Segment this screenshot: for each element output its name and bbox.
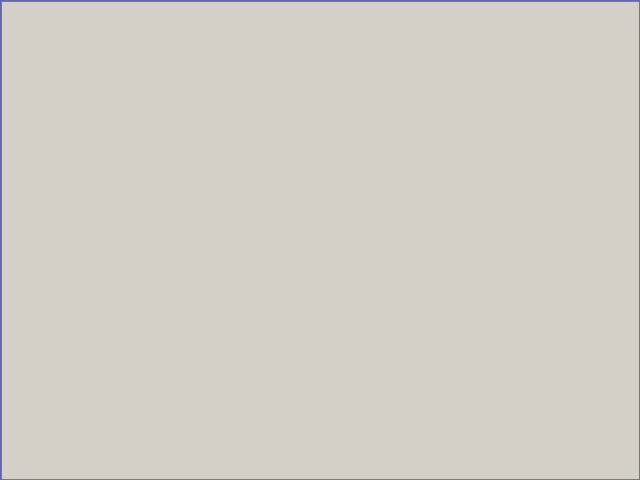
Bar [210, 68, 640, 126]
Text: Pine AFCBP1 (ID 10697784) idle: Pine AFCBP1 (ID 10697784) idle [30, 430, 186, 440]
Bar [210, 170, 640, 186]
Bar [294, 142, 341, 156]
Bar [210, 68, 640, 480]
Bar [210, 394, 640, 410]
Bar [210, 266, 640, 282]
Bar [210, 202, 640, 218]
Text: Connection: Connection [353, 143, 404, 152]
Text: 11: 11 [363, 460, 375, 470]
Text: Instrument information: Instrument information [216, 157, 329, 167]
Text: NIDAQ ISA AT-MIO-16E-10: NIDAQ ISA AT-MIO-16E-10 [363, 300, 488, 310]
Text: Name:: Name: [215, 188, 247, 198]
Bar [210, 362, 640, 378]
Bar [210, 458, 640, 474]
Text: Make:: Make: [215, 204, 244, 214]
Text: ◄ ⌂ ⌂ ▣ ▤ ►▤▤ ✦ ▶▤: ◄ ⌂ ⌂ ▣ ▤ ►▤▤ ✦ ▶▤ [6, 40, 117, 50]
Text: Channel 1:: Channel 1: [215, 396, 274, 406]
Bar [210, 378, 640, 394]
Text: ⊟: ⊟ [5, 412, 12, 421]
Text: Connection type:: Connection type: [215, 300, 298, 310]
Text: ▲: ▲ [5, 383, 13, 393]
Text: Instrument type:: Instrument type: [215, 284, 297, 294]
Bar [210, 330, 640, 346]
Text: Firmware version:: Firmware version: [215, 252, 302, 262]
Bar [210, 298, 640, 314]
Text: File: File [8, 20, 26, 30]
Bar [222, 76, 232, 102]
Bar [210, 282, 640, 298]
Text: Device: Device [300, 143, 334, 152]
Text: Instrument idle: Instrument idle [363, 332, 438, 342]
Text: Pine: Pine [363, 204, 384, 214]
Bar [0, 36, 640, 62]
Bar [0, 18, 640, 36]
Bar [210, 346, 640, 362]
Text: My Profile: My Profile [18, 400, 66, 410]
Text: 2.02: 2.02 [363, 252, 385, 262]
Text: AfterMath: AfterMath [6, 1, 70, 11]
Bar [210, 186, 640, 202]
Bar [0, 68, 210, 480]
Bar [0, 0, 640, 18]
Bar [210, 218, 640, 234]
Bar [210, 156, 640, 170]
Text: Instruments: Instruments [18, 415, 77, 425]
Bar [249, 142, 293, 156]
Bar [210, 314, 640, 330]
Text: There should be 3 DMA channels: There should be 3 DMA channels [490, 310, 640, 323]
Text: Idle: Idle [223, 143, 239, 152]
Text: –: – [622, 1, 628, 11]
Bar [342, 142, 417, 156]
Bar [214, 142, 248, 156]
Text: Instrument status: Instrument status [240, 80, 388, 98]
Bar [210, 156, 212, 170]
Text: 6: 6 [363, 396, 369, 406]
Text: IRQ 0:: IRQ 0: [215, 460, 251, 470]
Text: AFCBP1: AFCBP1 [363, 220, 401, 230]
Text: 5: 5 [363, 380, 369, 390]
Text: Instrument state:: Instrument state: [215, 332, 300, 342]
Bar [0, 62, 640, 68]
Text: Channel 2:: Channel 2: [215, 412, 274, 422]
Bar [210, 442, 640, 458]
Text: 7: 7 [363, 412, 369, 422]
Text: IRQ levels:: IRQ levels: [215, 428, 267, 438]
Wedge shape [222, 97, 232, 102]
Text: Pine AFCBP1 (ID 10697784): Pine AFCBP1 (ID 10697784) [363, 188, 499, 198]
Text: Queue: Queue [256, 143, 286, 152]
Bar [210, 426, 640, 442]
Bar [210, 474, 640, 480]
Text: DMA channels:: DMA channels: [215, 364, 288, 374]
Text: Information: Information [468, 172, 529, 182]
Text: ●: ● [18, 397, 24, 403]
Text: Help: Help [138, 20, 162, 30]
Text: Pine AFCBP1 (ID 10697784): Instrument idle: Pine AFCBP1 (ID 10697784): Instrument id… [216, 129, 433, 139]
Text: Home: Home [5, 385, 34, 395]
Text: ▐: ▐ [18, 427, 24, 436]
Text: Edit: Edit [35, 20, 55, 30]
Text: Experiments: Experiments [65, 20, 131, 30]
Bar [210, 250, 640, 266]
Bar [210, 234, 640, 250]
Text: I/O address ranges:: I/O address ranges: [215, 476, 310, 480]
Text: ●: ● [18, 412, 24, 418]
Text: 10697784: 10697784 [363, 236, 412, 246]
Text: Hardware code:: Hardware code: [215, 236, 292, 246]
Bar [210, 410, 640, 426]
Text: Select Instrument here: Select Instrument here [20, 460, 183, 473]
Text: Model:: Model: [215, 220, 248, 230]
Text: Description: Description [254, 172, 314, 182]
Text: Channel 0:: Channel 0: [215, 380, 274, 390]
Text: Potentiostat: Potentiostat [363, 284, 422, 294]
